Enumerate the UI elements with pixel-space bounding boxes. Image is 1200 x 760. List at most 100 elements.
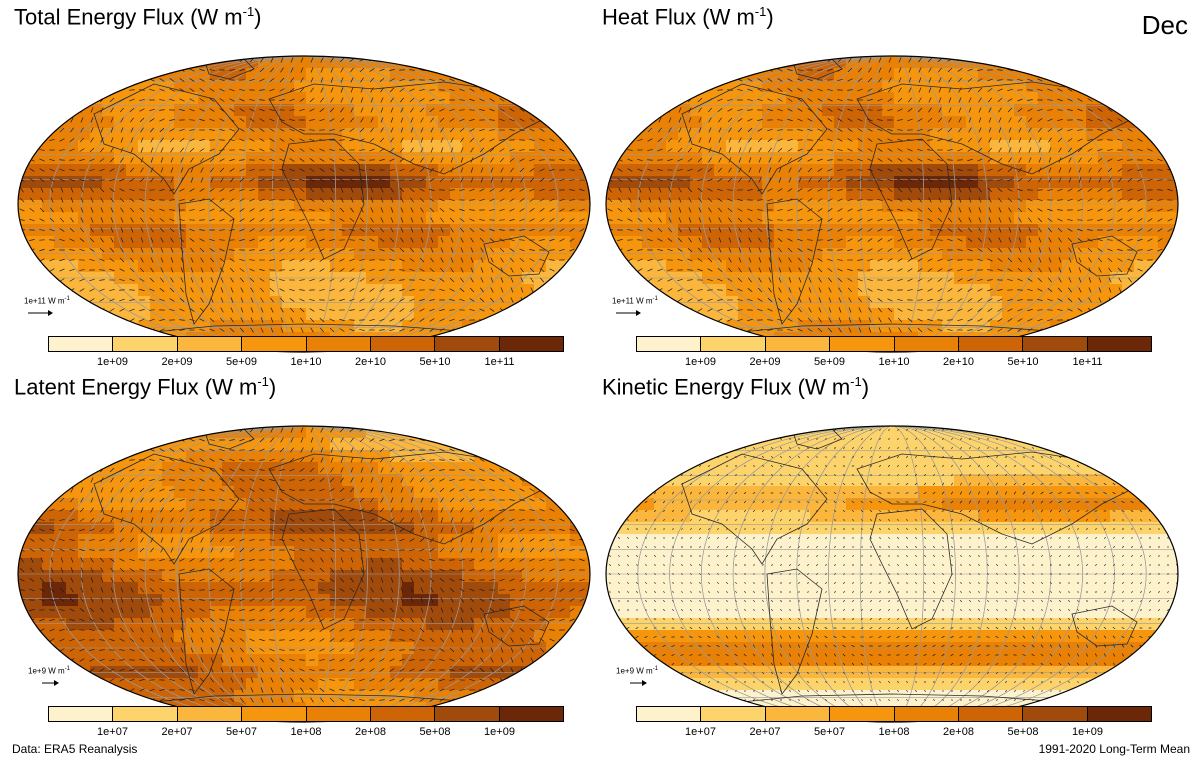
field-cell (690, 260, 703, 273)
field-cell (894, 690, 907, 703)
field-cell (702, 236, 715, 249)
field-cell (510, 320, 523, 333)
field-cell (42, 534, 55, 547)
field-cell (114, 690, 127, 703)
colorbar-swatch (830, 707, 895, 721)
field-cell (294, 320, 307, 333)
field-cell (426, 570, 439, 583)
field-cell (882, 224, 895, 237)
field-cell (738, 128, 751, 141)
field-cell (390, 92, 403, 105)
field-cell (234, 80, 247, 93)
field-cell (762, 522, 775, 535)
field-cell (858, 678, 871, 691)
field-cell (222, 128, 235, 141)
field-cell (978, 296, 991, 309)
field-cell (222, 212, 235, 225)
field-cell (990, 80, 1003, 93)
field-cell (126, 522, 139, 535)
colorbar-swatch (894, 707, 959, 721)
field-cell (846, 236, 859, 249)
field-cell (846, 522, 859, 535)
field-cell (822, 164, 835, 177)
field-cell (1170, 570, 1178, 583)
field-cell (438, 212, 451, 225)
field-cell (234, 582, 247, 595)
field-cell (1122, 176, 1135, 189)
field-cell (546, 164, 559, 177)
field-cell (762, 486, 775, 499)
field-cell (294, 116, 307, 129)
colorbar-swatch (958, 337, 1024, 351)
field-cell (258, 582, 271, 595)
field-cell (486, 690, 499, 703)
field-cell (954, 236, 967, 249)
field-cell (1014, 248, 1027, 261)
field-cell (450, 80, 463, 93)
field-cell (366, 80, 379, 93)
field-cell (570, 654, 583, 667)
field-cell (714, 80, 727, 93)
field-cell (402, 260, 415, 273)
field-cell (618, 236, 631, 249)
field-cell (306, 570, 319, 583)
field-cell (894, 224, 907, 237)
field-cell (582, 344, 590, 352)
field-cell (798, 224, 811, 237)
field-cell (498, 128, 511, 141)
field-cell (102, 426, 115, 439)
field-cell (138, 92, 151, 105)
field-cell (666, 534, 679, 547)
field-cell (258, 176, 271, 189)
field-cell (606, 558, 619, 571)
field-cell (510, 438, 523, 451)
field-cell (1170, 212, 1178, 225)
field-cell (18, 116, 31, 129)
field-cell (906, 630, 919, 643)
field-cell (786, 594, 799, 607)
field-cell (1110, 582, 1123, 595)
field-cell (318, 68, 331, 81)
field-cell (486, 152, 499, 165)
field-cell (294, 666, 307, 679)
field-cell (606, 630, 619, 643)
field-cell (1050, 522, 1063, 535)
field-cell (390, 308, 403, 321)
field-cell (1074, 164, 1087, 177)
field-cell (42, 510, 55, 523)
field-cell (990, 654, 1003, 667)
field-cell (1038, 666, 1051, 679)
field-cell (642, 152, 655, 165)
colorbar-swatch (894, 337, 959, 351)
field-cell (186, 558, 199, 571)
field-cell (990, 68, 1003, 81)
field-cell (66, 498, 79, 511)
field-cell (498, 188, 511, 201)
field-cell (78, 558, 91, 571)
field-cell (1146, 546, 1159, 559)
field-cell (486, 164, 499, 177)
field-cell (294, 152, 307, 165)
field-cell (618, 438, 631, 451)
field-cell (558, 248, 571, 261)
field-cell (750, 630, 763, 643)
field-cell (66, 426, 79, 439)
field-cell (570, 642, 583, 655)
field-cell (522, 308, 535, 321)
field-cell (954, 80, 967, 93)
field-cell (834, 546, 847, 559)
field-cell (78, 510, 91, 523)
field-cell (1002, 176, 1015, 189)
field-cell (570, 666, 583, 679)
field-cell (738, 56, 751, 69)
field-cell (978, 462, 991, 475)
field-cell (966, 534, 979, 547)
field-cell (30, 606, 43, 619)
field-cell (534, 80, 547, 93)
field-cell (1062, 582, 1075, 595)
map-outline (605, 55, 1179, 353)
field-cell (78, 618, 91, 631)
field-cell (858, 284, 871, 297)
field-cell (918, 200, 931, 213)
field-cell (1074, 56, 1087, 69)
